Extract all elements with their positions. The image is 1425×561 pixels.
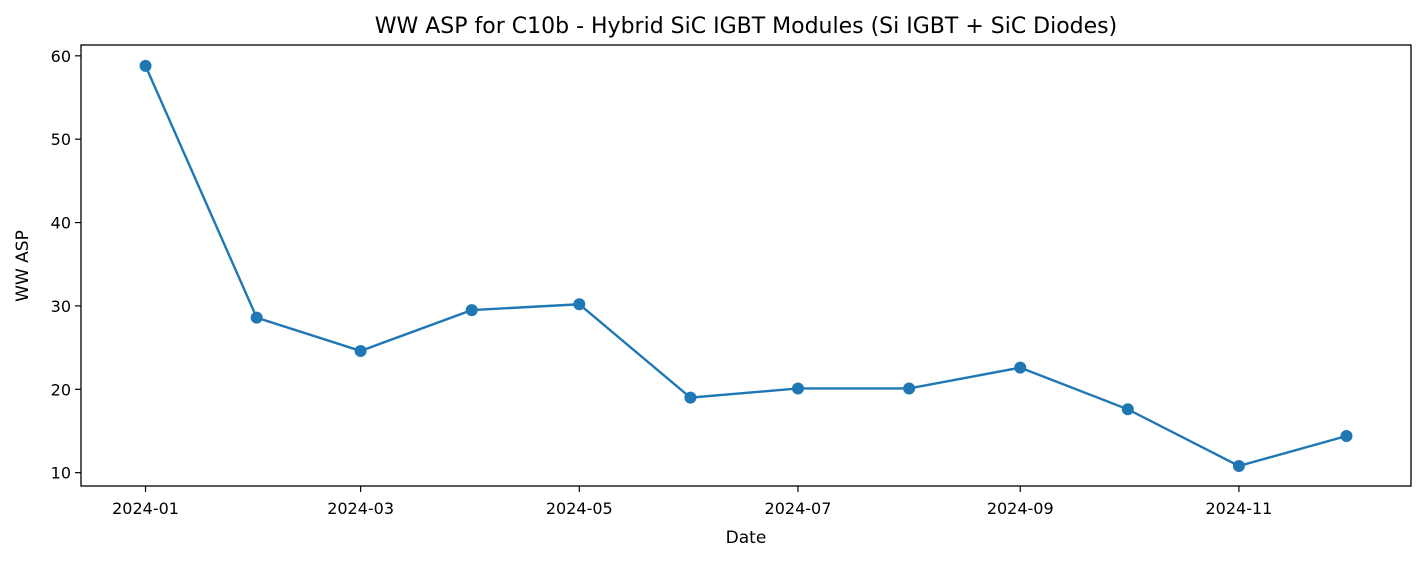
x-axis: 2024-01 2024-03 2024-05 2024-07 2024-09 2024-… [112, 486, 1272, 518]
y-tick-label: 30 [51, 297, 71, 316]
x-tick-label: 2024-07 [765, 499, 832, 518]
y-tick-label: 20 [51, 380, 71, 399]
data-point [139, 59, 152, 72]
data-point [1121, 403, 1134, 416]
x-tick-label: 2024-03 [327, 499, 394, 518]
plot-frame [80, 44, 1412, 487]
data-point [684, 391, 697, 404]
data-point [573, 298, 586, 311]
chart-title: WW ASP for C10b - Hybrid SiC IGBT Module… [375, 14, 1117, 39]
x-tick-label: 2024-01 [112, 499, 179, 518]
data-point [903, 382, 916, 395]
data-point [1014, 361, 1027, 374]
y-axis: 10 20 30 40 50 60 [51, 47, 81, 483]
data-point [250, 311, 263, 324]
x-tick-label: 2024-09 [987, 499, 1054, 518]
data-point [1232, 459, 1245, 472]
x-tick-label: 2024-05 [546, 499, 613, 518]
y-tick-label: 10 [51, 464, 71, 483]
series-line [144, 65, 1347, 468]
data-point [465, 304, 478, 317]
data-point [354, 344, 367, 357]
data-point [1340, 429, 1353, 442]
y-tick-label: 50 [51, 130, 71, 149]
plot-area: 2024-01 2024-03 2024-05 2024-07 2024-09 2024-… [51, 44, 1412, 518]
series-layer [139, 59, 1353, 472]
y-axis-label: WW ASP [13, 230, 33, 302]
x-tick-label: 2024-11 [1205, 499, 1272, 518]
x-axis-label: Date [726, 528, 767, 548]
data-point [791, 382, 804, 395]
y-tick-label: 60 [51, 47, 71, 66]
y-tick-label: 40 [51, 214, 71, 233]
